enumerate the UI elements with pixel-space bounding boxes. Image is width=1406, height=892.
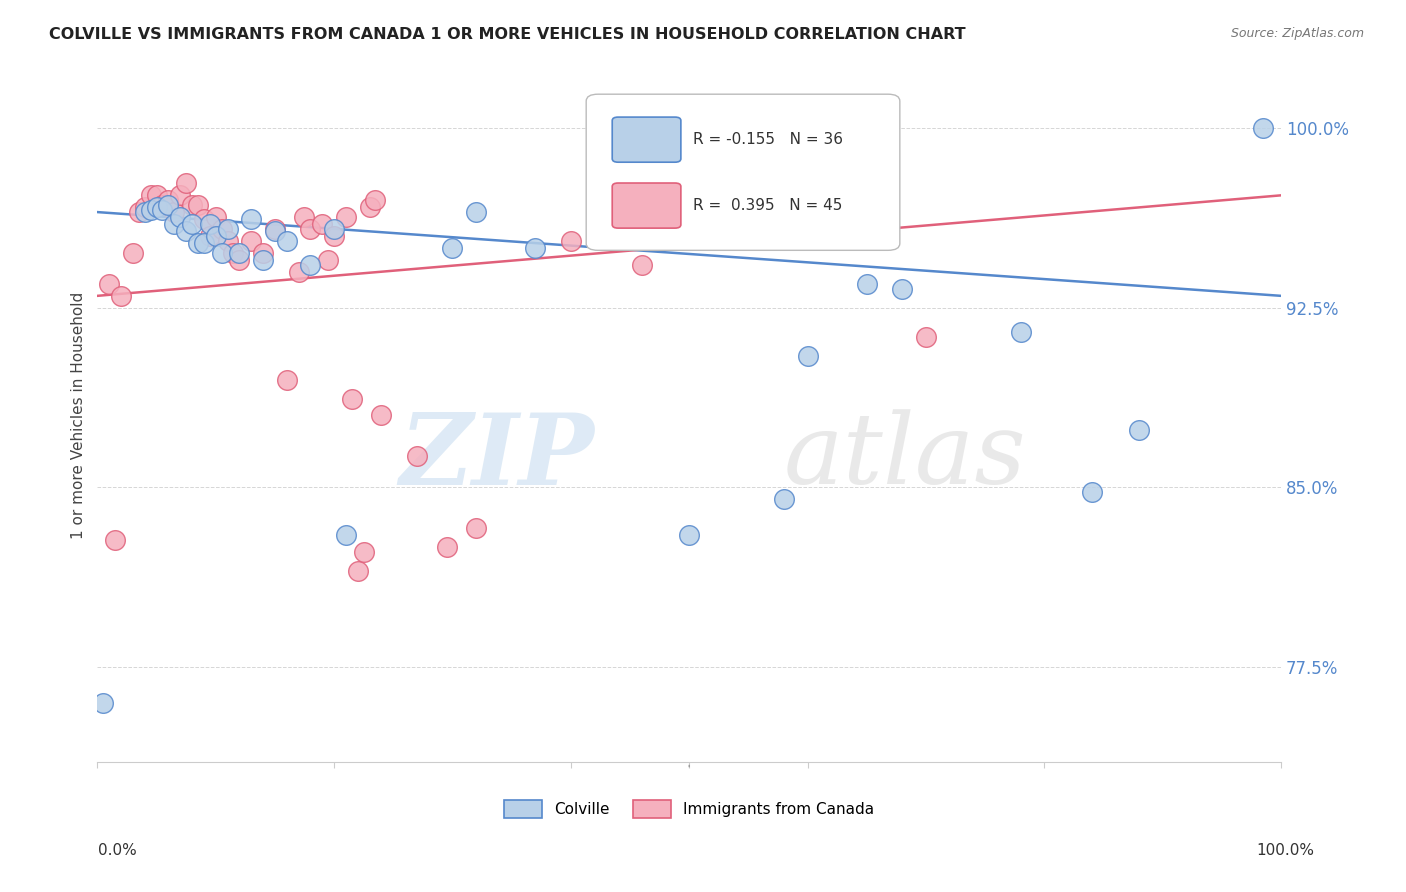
FancyBboxPatch shape (612, 183, 681, 228)
FancyBboxPatch shape (586, 95, 900, 251)
Point (915, 329, 938, 343)
Text: 100.0%: 100.0% (1257, 843, 1315, 858)
Point (276, 234, 298, 248)
Point (187, 236, 209, 251)
Point (465, 521, 488, 535)
Point (198, 217, 221, 231)
Text: 0.0%: 0.0% (98, 843, 138, 858)
Point (406, 449, 429, 463)
Point (353, 545, 375, 559)
Point (157, 193, 180, 207)
Point (796, 349, 818, 363)
Text: ZIP: ZIP (399, 409, 595, 506)
Point (240, 234, 263, 248)
Point (370, 409, 392, 423)
Point (560, 234, 582, 248)
Point (340, 392, 363, 406)
Point (772, 492, 794, 507)
Point (104, 533, 127, 547)
Point (163, 205, 186, 219)
Point (193, 212, 215, 227)
Point (855, 277, 877, 291)
Point (465, 205, 488, 219)
Point (121, 245, 143, 260)
Legend: Colville, Immigrants from Canada: Colville, Immigrants from Canada (498, 794, 880, 824)
Point (228, 252, 250, 267)
Point (1010, 325, 1032, 339)
Point (181, 217, 204, 231)
Point (174, 177, 197, 191)
Text: COLVILLE VS IMMIGRANTS FROM CANADA 1 OR MORE VEHICLES IN HOUSEHOLD CORRELATION C: COLVILLE VS IMMIGRANTS FROM CANADA 1 OR … (49, 27, 966, 42)
Point (524, 241, 547, 255)
Point (163, 217, 186, 231)
Point (193, 236, 215, 251)
Point (299, 258, 322, 272)
Point (359, 200, 381, 214)
Point (1251, 121, 1274, 136)
Point (316, 252, 339, 267)
Point (110, 289, 132, 303)
Point (145, 188, 167, 202)
Text: R = -0.155   N = 36: R = -0.155 N = 36 (693, 133, 842, 147)
Point (346, 564, 368, 578)
Point (294, 210, 316, 224)
Point (169, 188, 191, 202)
Point (204, 229, 226, 244)
Point (240, 212, 263, 227)
Point (157, 198, 180, 212)
Point (252, 245, 274, 260)
Text: R =  0.395   N = 45: R = 0.395 N = 45 (693, 198, 842, 213)
Point (335, 210, 357, 224)
Point (323, 222, 346, 236)
Point (98, 277, 121, 291)
Point (287, 265, 309, 279)
Point (323, 229, 346, 244)
Point (436, 540, 458, 554)
Point (891, 282, 914, 296)
Point (311, 217, 333, 231)
Point (169, 210, 191, 224)
Point (211, 222, 233, 236)
Point (441, 241, 464, 255)
Point (211, 245, 233, 260)
Point (264, 222, 287, 236)
Point (1080, 485, 1102, 500)
Point (152, 198, 174, 212)
Point (91, 696, 114, 710)
Point (128, 205, 150, 219)
Y-axis label: 1 or more Vehicles in Household: 1 or more Vehicles in Household (72, 292, 86, 539)
Point (139, 202, 162, 217)
Text: Source: ZipAtlas.com: Source: ZipAtlas.com (1230, 27, 1364, 40)
Point (187, 198, 209, 212)
Point (204, 210, 226, 224)
FancyBboxPatch shape (612, 117, 681, 162)
Point (252, 252, 274, 267)
Point (134, 205, 156, 219)
Point (678, 528, 700, 542)
Point (139, 188, 162, 202)
Point (364, 193, 387, 207)
Point (630, 258, 652, 272)
Point (152, 202, 174, 217)
Point (145, 200, 167, 214)
Point (276, 373, 298, 387)
Point (335, 528, 357, 542)
Point (217, 234, 239, 248)
Point (222, 245, 245, 260)
Point (181, 198, 204, 212)
Point (174, 224, 197, 238)
Point (228, 245, 250, 260)
Point (1128, 423, 1150, 437)
Point (217, 222, 239, 236)
Point (264, 224, 287, 238)
Point (134, 200, 156, 214)
Point (198, 229, 221, 244)
Point (299, 222, 322, 236)
Text: atlas: atlas (783, 409, 1026, 505)
